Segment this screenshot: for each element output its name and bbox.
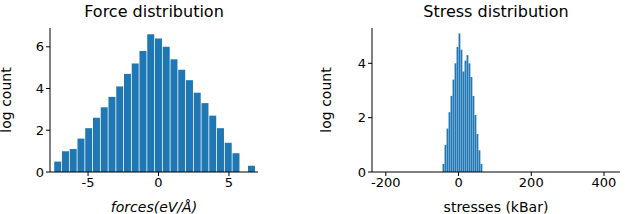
- svg-text:log count: log count: [320, 67, 334, 133]
- svg-text:2: 2: [36, 123, 44, 138]
- svg-text:-200: -200: [371, 175, 401, 190]
- svg-text:forces(eV/Å): forces(eV/Å): [111, 199, 197, 214]
- svg-text:0: 0: [454, 175, 462, 190]
- html-text:Force distribution: Force distribution: [84, 2, 224, 21]
- svg-text:-5: -5: [82, 175, 95, 190]
- svg-text:2: 2: [358, 110, 366, 125]
- html-text:Stress distribution: Stress distribution: [423, 2, 569, 21]
- svg-text:0: 0: [36, 165, 44, 180]
- svg-text:4: 4: [36, 81, 44, 96]
- svg-text:400: 400: [592, 175, 617, 190]
- svg-text:log count: log count: [8, 67, 14, 133]
- svg-text:200: 200: [519, 175, 544, 190]
- svg-text:0: 0: [154, 175, 162, 190]
- svg-text:0: 0: [358, 165, 366, 180]
- svg-text:4: 4: [358, 56, 366, 71]
- svg-text:5: 5: [225, 175, 233, 190]
- svg-text:stresses (kBar): stresses (kBar): [444, 199, 549, 214]
- svg-text:6: 6: [36, 39, 44, 54]
